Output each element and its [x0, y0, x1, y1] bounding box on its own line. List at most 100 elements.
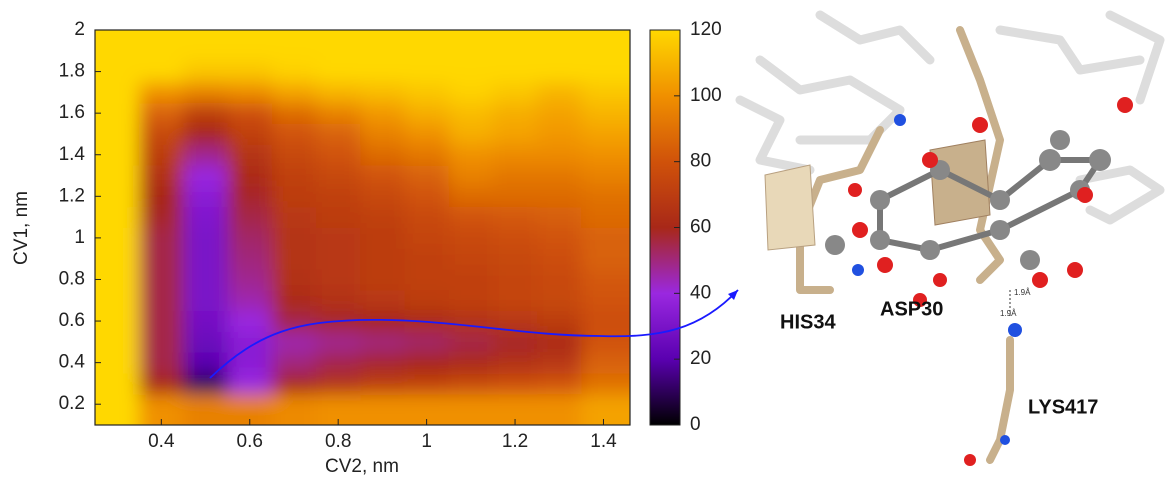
heat-cell: [360, 186, 405, 207]
colorbar-tick-label: 80: [690, 151, 711, 172]
heat-cell: [316, 82, 361, 103]
heat-cell: [537, 103, 582, 124]
heat-cell: [272, 228, 317, 249]
heat-cell: [183, 10, 228, 61]
heat-cell: [360, 290, 405, 311]
heat-cell: [581, 61, 656, 82]
heat-cell: [183, 103, 228, 124]
x-tick-label: 0.4: [148, 431, 175, 452]
heat-cell: [316, 331, 361, 352]
heat-cell: [360, 144, 405, 165]
heat-cell: [139, 311, 184, 332]
heat-cell: [228, 82, 273, 103]
heat-cell: [405, 373, 450, 394]
heat-cell: [405, 228, 450, 249]
heat-cell: [139, 144, 184, 165]
heat-cell: [183, 186, 228, 207]
heat-cell: [360, 331, 405, 352]
heat-cell: [581, 144, 656, 165]
heat-cell: [228, 373, 273, 394]
heat-cell: [449, 290, 494, 311]
heat-cell: [316, 186, 361, 207]
heat-cell: [183, 144, 228, 165]
heat-cell: [405, 207, 450, 228]
heat-cell: [449, 269, 494, 290]
heat-cell: [228, 124, 273, 145]
heat-cell: [405, 331, 450, 352]
heat-cell: [537, 124, 582, 145]
heat-cell: [272, 269, 317, 290]
heat-cell: [449, 186, 494, 207]
y-tick-label: 1.8: [59, 61, 85, 82]
heat-cell: [228, 10, 273, 61]
y-tick-label: 1.4: [59, 144, 86, 165]
heat-cell: [493, 352, 538, 373]
heat-cell: [537, 248, 582, 269]
heat-cell: [493, 207, 538, 228]
heat-cell: [449, 331, 494, 352]
heat-cell: [183, 61, 228, 82]
heat-cell: [537, 269, 582, 290]
heat-cell: [316, 10, 361, 61]
heat-cell: [493, 103, 538, 124]
heat-cell: [537, 186, 582, 207]
heat-cell: [581, 248, 656, 269]
heat-cell: [581, 228, 656, 249]
heat-cell: [65, 248, 140, 269]
heat-cell: [65, 207, 140, 228]
colorbar-tick-label: 100: [690, 85, 722, 106]
heat-cell: [228, 61, 273, 82]
heat-cell: [581, 186, 656, 207]
heat-cell: [493, 61, 538, 82]
heat-cell: [360, 207, 405, 228]
heat-cell: [316, 352, 361, 373]
x-tick-label: 0.6: [237, 431, 263, 452]
heat-cell: [183, 228, 228, 249]
heat-cell: [537, 394, 582, 445]
heat-cell: [493, 10, 538, 61]
heat-cell: [139, 248, 184, 269]
heat-cell: [581, 82, 656, 103]
heat-cell: [405, 103, 450, 124]
heat-cell: [449, 394, 494, 445]
heat-cell: [405, 186, 450, 207]
heat-cell: [360, 124, 405, 145]
heat-cell: [139, 124, 184, 145]
heat-cell: [228, 331, 273, 352]
heat-cell: [316, 103, 361, 124]
heat-cell: [537, 290, 582, 311]
heat-cell: [581, 103, 656, 124]
heat-cell: [316, 61, 361, 82]
residue-label: LYS417: [1028, 396, 1098, 418]
heatmap-cells: [65, 10, 656, 445]
heat-cell: [449, 61, 494, 82]
heat-cell: [360, 165, 405, 186]
heat-cell: [360, 394, 405, 445]
heat-cell: [537, 165, 582, 186]
heat-cell: [493, 144, 538, 165]
heat-cell: [537, 352, 582, 373]
heat-cell: [537, 144, 582, 165]
heat-cell: [449, 373, 494, 394]
heat-cell: [228, 103, 273, 124]
figure: CV2, nm CV1, nm HIS34 ASP30 LYS417 1.9Å …: [0, 0, 1173, 483]
heat-cell: [139, 103, 184, 124]
y-tick-label: 0.8: [59, 268, 85, 289]
heat-cell: [360, 10, 405, 61]
heat-cell: [228, 269, 273, 290]
heat-cell: [183, 373, 228, 394]
heat-cell: [581, 124, 656, 145]
heat-cell: [360, 352, 405, 373]
colorbar-tick-label: 20: [690, 348, 711, 369]
heat-cell: [449, 352, 494, 373]
heat-cell: [228, 352, 273, 373]
heat-cell: [360, 373, 405, 394]
heat-cell: [272, 165, 317, 186]
y-tick-label: 1.6: [59, 102, 85, 123]
heat-cell: [449, 82, 494, 103]
heat-cell: [493, 331, 538, 352]
heat-cell: [316, 228, 361, 249]
heat-cell: [183, 165, 228, 186]
heat-cell: [405, 82, 450, 103]
colorbar-tick-label: 120: [690, 19, 722, 40]
